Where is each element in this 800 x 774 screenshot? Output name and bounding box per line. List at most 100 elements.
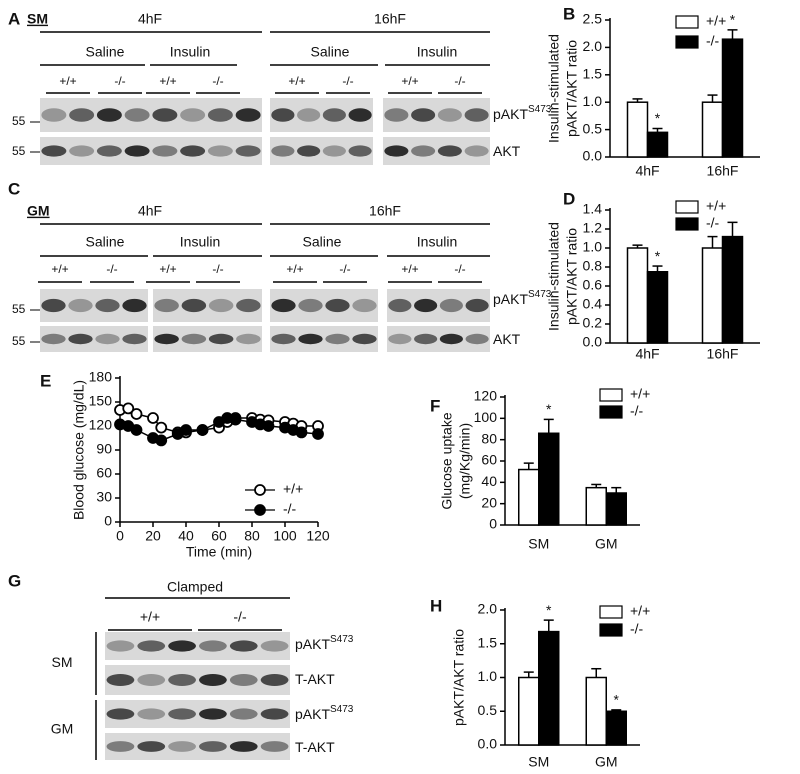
y-tick-label: 2.0: [583, 38, 603, 54]
y-tick-label: 0: [489, 516, 497, 532]
panel-letter: F: [430, 396, 440, 415]
blot-band: [235, 108, 261, 122]
time-label: 4hF: [138, 11, 162, 27]
blot-band: [199, 674, 227, 686]
panel-letter: E: [40, 371, 51, 390]
blot-band: [414, 333, 438, 345]
y-axis-label: (mg/Kg/min): [457, 423, 473, 499]
x-tick-label: 16hF: [707, 163, 739, 179]
bar: [605, 710, 627, 746]
blot-band: [41, 298, 66, 313]
point: [122, 402, 135, 415]
blot-band: [229, 741, 258, 752]
blot-band: [271, 298, 296, 313]
x-tick-label: SM: [528, 754, 549, 770]
y-tick-label: 120: [474, 388, 498, 404]
blot-band: [154, 333, 179, 345]
blot-panel: [105, 632, 290, 660]
legend-swatch: [599, 623, 623, 637]
y-tick-label: 1.4: [583, 201, 603, 217]
condition-label: Saline: [303, 234, 342, 250]
legend-label: +/+: [706, 13, 726, 29]
y-tick-label: 0.0: [478, 736, 498, 752]
point: [312, 428, 324, 440]
blot-band: [68, 298, 93, 313]
blot-band: [96, 145, 122, 157]
band-label: pAKTS473: [493, 289, 552, 307]
blot-band: [298, 333, 323, 345]
tissue-label: GM: [27, 203, 50, 219]
y-axis-label: Glucose uptake: [439, 412, 455, 509]
blot-band: [41, 108, 67, 122]
x-tick-label: GM: [595, 754, 618, 770]
bar: [701, 247, 724, 344]
significance-star: *: [655, 110, 661, 126]
genotype-label: -/-: [339, 262, 350, 276]
blot-band: [414, 298, 438, 313]
band-label: pAKTS473: [493, 104, 552, 122]
legend-label: +/+: [706, 198, 726, 214]
blot-band: [106, 708, 135, 720]
blot-band: [464, 108, 489, 122]
legend-swatch: [599, 388, 623, 402]
blot-panel: [105, 665, 290, 695]
blot-band: [137, 640, 166, 652]
blot-band: [95, 333, 120, 345]
blot-band: [68, 333, 93, 345]
blot-band: [180, 145, 206, 157]
panel-letter: G: [8, 571, 21, 590]
genotype-label: +/+: [159, 262, 176, 276]
significance-star: *: [614, 692, 620, 708]
blot-band: [235, 145, 261, 157]
legend-label: +/+: [630, 603, 650, 619]
time-label: 16hF: [369, 203, 401, 219]
blot-band: [260, 640, 289, 652]
bar: [646, 131, 669, 158]
point: [196, 424, 209, 436]
blot-band: [260, 674, 289, 686]
legend-swatch: [675, 35, 699, 49]
blot-band: [325, 333, 350, 345]
y-axis-label: Insulin-stimulated: [546, 222, 562, 331]
y-tick-label: 1.5: [583, 66, 603, 82]
blot-band: [181, 298, 207, 313]
band-name: pAKT: [493, 106, 528, 122]
legend-label: -/-: [706, 33, 720, 49]
band-name: pAKT: [295, 706, 330, 722]
blot-band: [388, 298, 412, 313]
band-label: pAKTS473: [295, 704, 354, 722]
y-tick-label: 40: [481, 473, 497, 489]
blot-band: [208, 298, 234, 313]
y-tick-label: 80: [481, 430, 497, 446]
blot-band: [384, 108, 409, 122]
legend-marker: [254, 484, 266, 496]
legend-label: -/-: [706, 215, 720, 231]
blot-panel: [40, 137, 262, 165]
band-label: pAKTS473: [295, 634, 354, 652]
genotype-label: -/-: [114, 74, 125, 88]
x-tick-label: 20: [145, 528, 161, 544]
bar: [605, 492, 627, 526]
point: [147, 412, 159, 424]
blot-band: [325, 298, 350, 313]
condition-label: Saline: [311, 44, 350, 60]
y-tick-label: 90: [96, 441, 112, 457]
blot-band: [199, 640, 227, 652]
blot-band: [352, 298, 377, 313]
blot-band: [297, 145, 321, 157]
y-tick-label: 100: [474, 409, 498, 425]
legend-swatch: [599, 405, 623, 419]
band-name: pAKT: [493, 291, 528, 307]
blot-band: [384, 145, 409, 157]
bar: [721, 235, 744, 344]
x-tick-label: 120: [306, 528, 330, 544]
blot-band: [465, 298, 489, 313]
time-label: 16hF: [374, 11, 406, 27]
blot-panel: [387, 326, 490, 352]
band-name: AKT: [493, 143, 521, 159]
blot-band: [352, 333, 377, 345]
blot-band: [137, 741, 166, 752]
blot-band: [181, 333, 207, 345]
x-tick-label: 16hF: [707, 346, 739, 362]
blot-band: [168, 708, 196, 720]
